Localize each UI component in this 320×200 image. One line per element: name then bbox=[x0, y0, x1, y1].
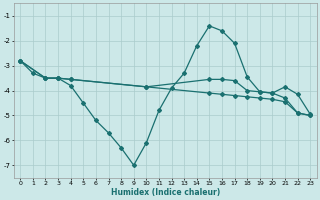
X-axis label: Humidex (Indice chaleur): Humidex (Indice chaleur) bbox=[111, 188, 220, 197]
